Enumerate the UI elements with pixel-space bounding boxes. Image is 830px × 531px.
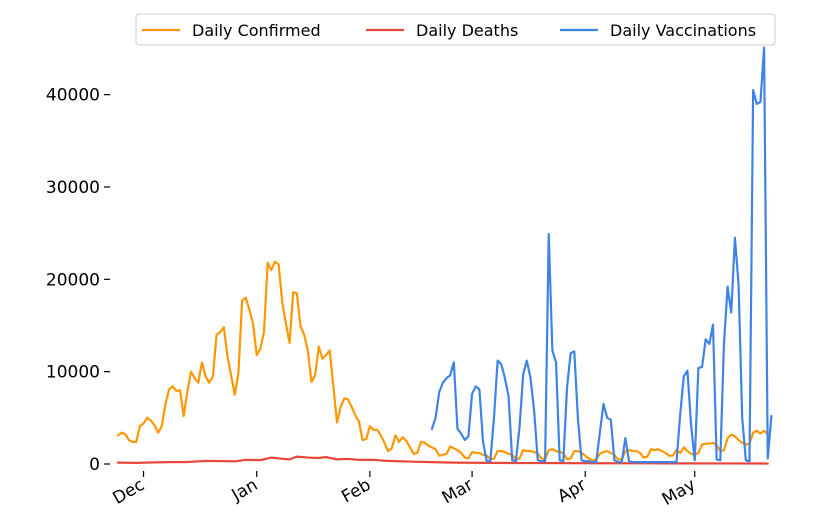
legend-box — [135, 13, 776, 46]
x-tick-label: Feb — [338, 475, 374, 507]
legend-label: Daily Deaths — [416, 21, 518, 40]
legend: Daily Confirmed Daily Deaths Daily Vaccina… — [135, 13, 776, 46]
x-axis: Dec Jan Feb Mar Apr May — [110, 471, 699, 510]
x-tick-label: Mar — [439, 475, 477, 508]
y-tick-label: 0 — [89, 455, 100, 475]
legend-label: Daily Confirmed — [192, 21, 321, 40]
y-tick-label: 40000 — [46, 86, 100, 106]
x-tick-label: Jan — [228, 475, 262, 506]
series-line-daily-deaths — [116, 455, 769, 465]
x-tick-label: Dec — [110, 475, 148, 509]
y-tick-label: 10000 — [46, 363, 100, 383]
y-tick-label: 20000 — [46, 270, 100, 290]
y-tick-label: 30000 — [46, 178, 100, 198]
series-line-daily-vaccinations — [430, 46, 773, 464]
x-tick-label: May — [659, 475, 699, 510]
plot-area — [116, 46, 773, 465]
y-axis: 0 10000 20000 30000 40000 — [46, 86, 110, 475]
legend-label: Daily Vaccinations — [610, 21, 756, 40]
x-tick-label: Apr — [554, 475, 589, 507]
series-line-daily-confirmed — [116, 260, 769, 462]
